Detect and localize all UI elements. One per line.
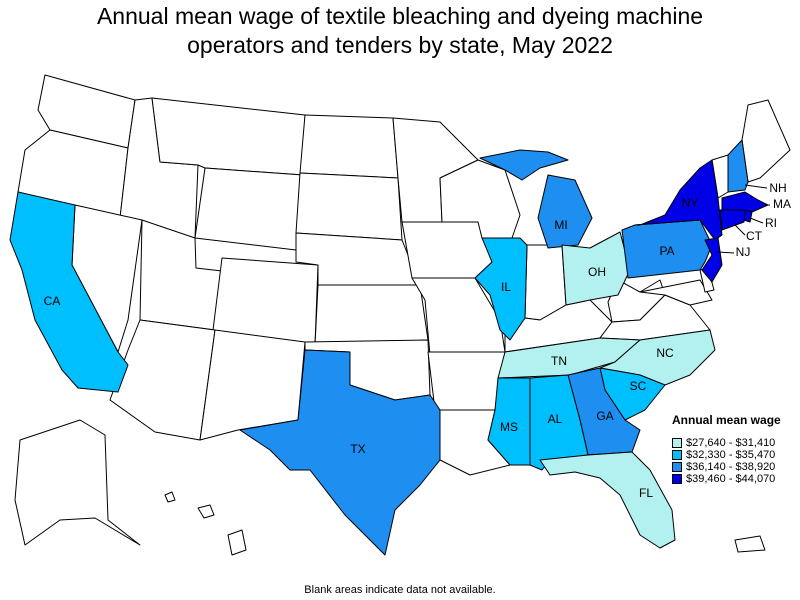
state-il [474,237,528,341]
legend-title: Annual mean wage [672,413,781,427]
legend-item: $27,640 - $31,410 [672,437,798,449]
label-fl: FL [639,486,653,500]
label-nh: NH [769,181,786,195]
state-ma [721,191,769,213]
label-ri: RI [765,216,777,230]
leader-nh [744,184,768,189]
state-nh [727,139,749,193]
state-ny [634,159,723,241]
leader-ri [749,217,764,224]
title-line-1: Annual mean wage of textile bleaching an… [96,3,704,29]
label-ga: GA [596,409,613,423]
label-il: IL [501,280,511,294]
state-ca [9,191,129,393]
leader-lines [717,184,770,254]
state-sd [295,172,403,241]
leader-ct [734,224,746,236]
state-nd [299,114,399,179]
state-ct [719,209,746,231]
label-ca: CA [44,294,61,308]
map-title: Annual mean wage of textile bleaching an… [0,2,800,60]
label-mi: MI [554,218,567,232]
label-nj: NJ [736,245,751,259]
legend-label: $36,140 - $38,920 [686,461,776,473]
territory-pr [734,535,766,553]
label-nc: NC [656,346,674,360]
legend-item: $39,460 - $44,070 [672,473,798,485]
state-oh [561,231,631,306]
label-tx: TX [350,442,365,456]
legend: Annual mean wage $27,640 - $31,410 $32,3… [672,413,798,485]
legend-swatch [672,450,682,460]
label-ms: MS [500,420,518,434]
legend-label: $39,460 - $44,070 [686,473,776,485]
label-sc: SC [630,379,647,393]
legend-label: $32,330 - $35,470 [686,449,776,461]
title-line-2: operators and tenders by state, May 2022 [187,32,613,58]
state-ia [401,221,493,279]
state-tx [239,349,441,556]
legend-label: $27,640 - $31,410 [686,437,776,449]
legend-swatch [672,438,682,448]
label-ct: CT [746,229,763,243]
label-ma: MA [773,197,791,211]
state-ks [314,284,429,346]
legend-swatch [672,474,682,484]
leader-nj [717,251,735,254]
state-ak [14,419,141,546]
state-md [639,279,713,306]
legend-swatch [672,462,682,472]
legend-item: $32,330 - $35,470 [672,449,798,461]
legend-item: $36,140 - $38,920 [672,461,798,473]
state-ms [487,377,531,466]
state-nj [701,237,723,283]
label-oh: OH [588,265,606,279]
state-fl [539,451,676,549]
footnote: Blank areas indicate data not available. [304,584,496,596]
state-hi [164,491,247,556]
state-wy [194,167,304,251]
label-pa: PA [659,244,674,258]
state-ar [427,351,506,411]
label-ny: NY [682,196,699,210]
state-mi [479,149,593,249]
state-mt [151,97,306,176]
label-tn: TN [551,354,567,368]
label-al: AL [548,412,563,426]
state-az [109,319,216,441]
state-me [741,99,791,183]
